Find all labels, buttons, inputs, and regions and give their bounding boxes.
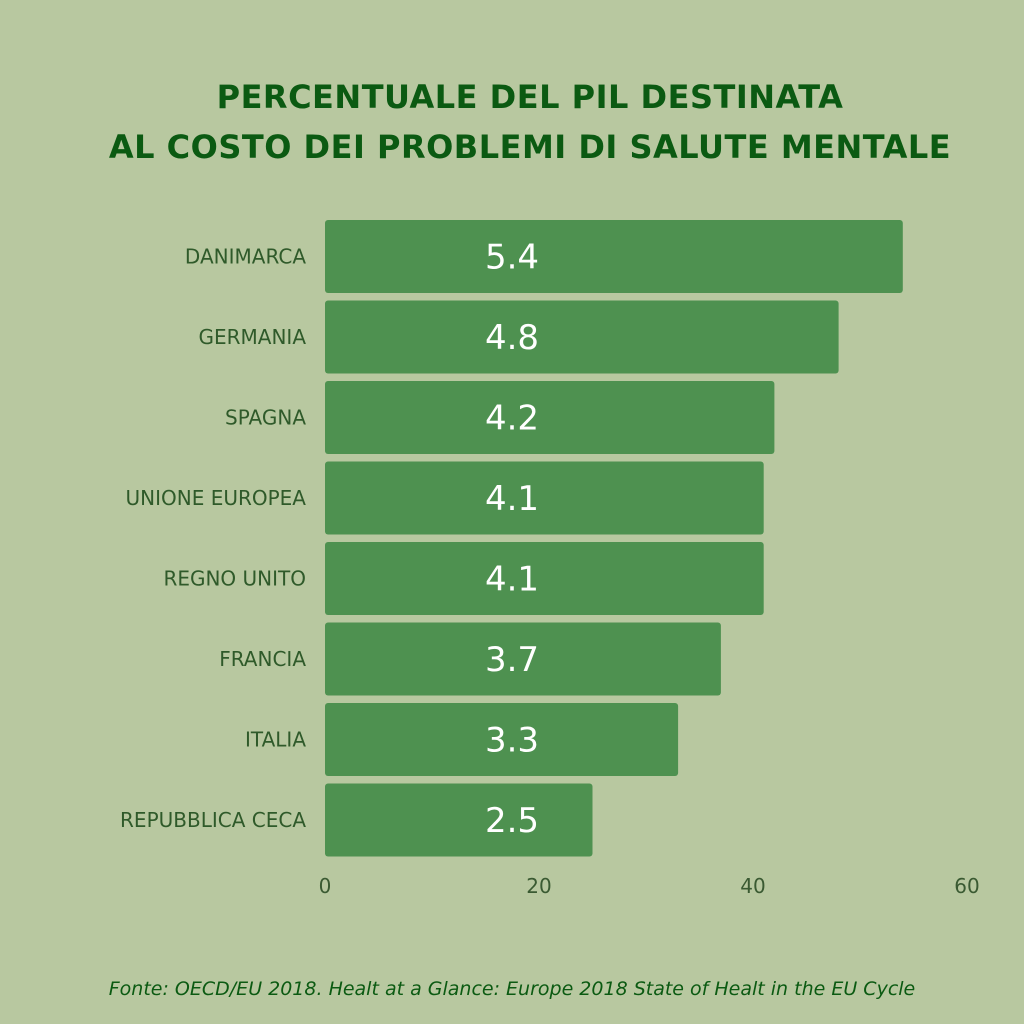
source-note: Fonte: OECD/EU 2018. Healt at a Glance: …	[108, 978, 916, 1000]
category-label: ITALIA	[245, 728, 306, 752]
value-label: 3.3	[485, 721, 539, 761]
chart-title-line-2: AL COSTO DEI PROBLEMI DI SALUTE MENTALE	[108, 128, 952, 166]
category-label: UNIONE EUROPEA	[126, 486, 307, 510]
value-label: 3.7	[485, 640, 539, 680]
category-label: GERMANIA	[198, 325, 306, 349]
category-label: DANIMARCA	[185, 245, 306, 269]
x-tick-label: 0	[319, 874, 332, 898]
value-label: 5.4	[485, 238, 539, 278]
value-label: 4.2	[485, 399, 539, 439]
category-label: REGNO UNITO	[163, 567, 306, 591]
bar-regno-unito	[325, 542, 764, 615]
category-label: FRANCIA	[219, 647, 306, 671]
value-label: 2.5	[485, 801, 539, 841]
bar-spagna	[325, 381, 775, 454]
bar-repubblica-ceca	[325, 783, 593, 857]
bar-danimarca	[325, 220, 903, 293]
value-label: 4.8	[485, 318, 539, 358]
category-label: SPAGNA	[225, 406, 306, 430]
chart-title-line-1: PERCENTUALE DEL PIL DESTINATA	[216, 78, 844, 116]
x-tick-label: 40	[740, 874, 765, 898]
x-tick-label: 20	[526, 874, 551, 898]
bar-unione-europea	[325, 461, 764, 535]
value-label: 4.1	[485, 479, 539, 519]
chart-title: PERCENTUALE DEL PIL DESTINATA AL COSTO D…	[0, 72, 1024, 172]
bar-francia	[325, 622, 721, 696]
x-tick-label: 60	[954, 874, 979, 898]
category-label: REPUBBLICA CECA	[120, 808, 306, 832]
value-label: 4.1	[485, 560, 539, 600]
bar-germania	[325, 300, 839, 374]
bar-italia	[325, 703, 679, 776]
